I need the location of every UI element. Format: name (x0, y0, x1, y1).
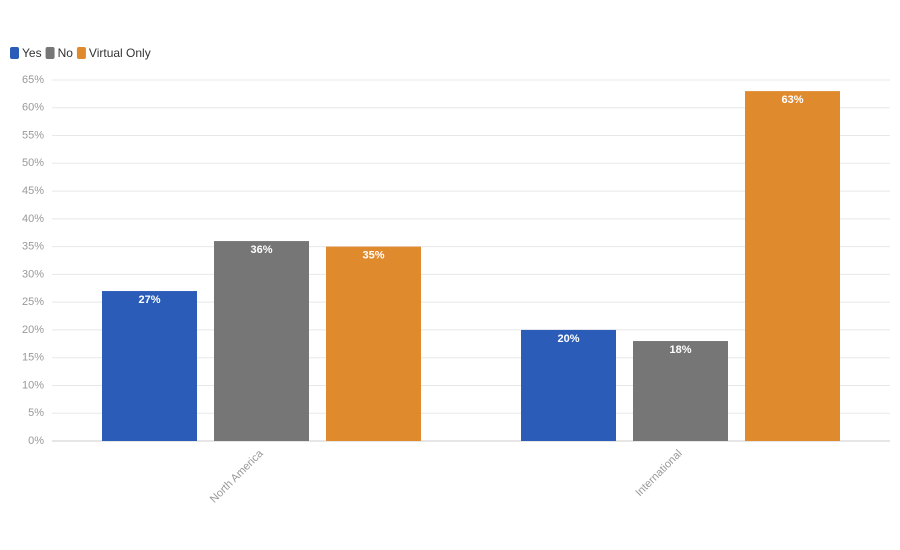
legend-label: Virtual Only (89, 46, 151, 60)
y-tick-label: 40% (22, 213, 44, 225)
legend-swatch (10, 47, 19, 59)
data-label: 36% (250, 244, 272, 256)
legend-swatch (76, 47, 86, 59)
data-label: 27% (138, 294, 160, 306)
legend-label: Yes (22, 46, 42, 60)
bar (745, 91, 840, 441)
y-tick-label: 55% (22, 129, 44, 141)
y-tick-label: 50% (22, 157, 44, 169)
y-tick-label: 25% (22, 296, 44, 308)
bar (633, 341, 728, 441)
legend-label: No (58, 46, 74, 60)
bar (102, 291, 197, 441)
legend-swatch (45, 47, 55, 59)
x-tick-label: International (633, 448, 684, 499)
y-tick-label: 0% (28, 435, 44, 447)
data-label: 20% (557, 333, 579, 345)
y-tick-label: 20% (22, 324, 44, 336)
data-label: 35% (362, 250, 384, 262)
bar (521, 329, 616, 441)
data-label: 63% (781, 94, 803, 106)
y-tick-label: 45% (22, 185, 44, 197)
y-tick-label: 10% (22, 379, 44, 391)
y-tick-label: 35% (22, 241, 44, 253)
y-tick-label: 65% (22, 74, 44, 86)
bar (326, 246, 421, 441)
data-label: 18% (669, 344, 691, 356)
y-tick-label: 30% (22, 268, 44, 280)
y-tick-label: 15% (22, 352, 44, 364)
x-tick-label: North America (208, 447, 266, 505)
y-tick-label: 5% (28, 407, 44, 419)
y-tick-label: 60% (22, 102, 44, 114)
bar (214, 241, 309, 441)
